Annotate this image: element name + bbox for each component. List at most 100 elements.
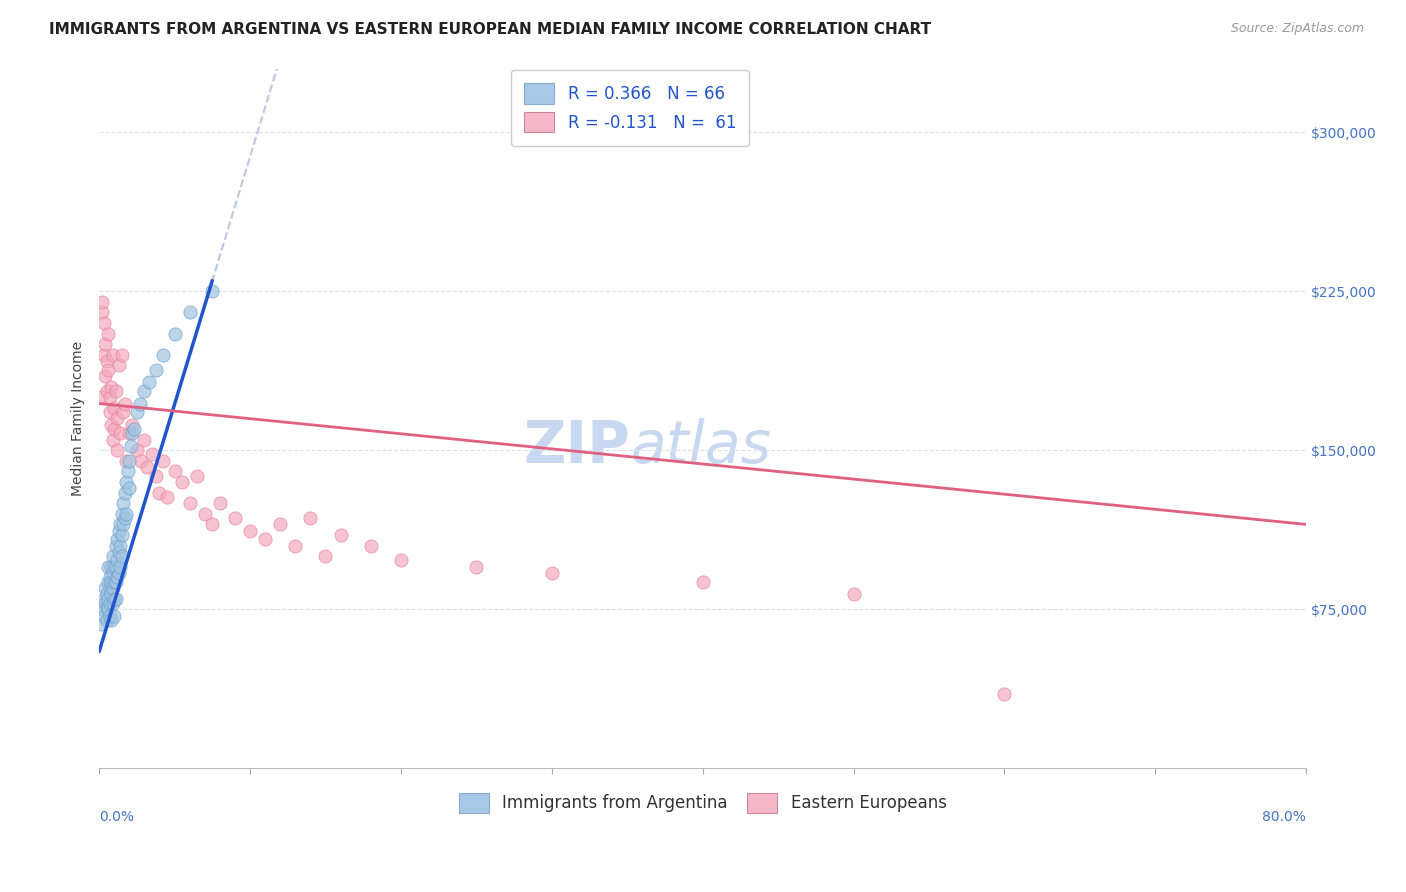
Point bbox=[114, 511, 136, 525]
Point bbox=[105, 533, 128, 547]
Point bbox=[121, 417, 143, 432]
Point bbox=[254, 533, 277, 547]
Point bbox=[104, 574, 127, 589]
Point bbox=[93, 591, 115, 606]
Point bbox=[118, 481, 141, 495]
Point bbox=[91, 294, 114, 309]
Point bbox=[148, 485, 170, 500]
Point bbox=[122, 422, 145, 436]
Point bbox=[94, 596, 117, 610]
Point bbox=[111, 549, 134, 564]
Point bbox=[110, 559, 132, 574]
Point bbox=[105, 553, 128, 567]
Point bbox=[111, 348, 134, 362]
Point bbox=[110, 517, 132, 532]
Point bbox=[152, 454, 174, 468]
Point bbox=[101, 581, 124, 595]
Point bbox=[111, 528, 134, 542]
Point bbox=[97, 362, 120, 376]
Point bbox=[103, 401, 125, 415]
Point bbox=[103, 591, 125, 606]
Point bbox=[98, 581, 121, 595]
Point bbox=[103, 422, 125, 436]
Point bbox=[101, 348, 124, 362]
Point bbox=[100, 379, 122, 393]
Point bbox=[104, 591, 127, 606]
Point bbox=[101, 566, 124, 581]
Point bbox=[172, 475, 194, 489]
Point bbox=[107, 359, 129, 373]
Point bbox=[114, 485, 136, 500]
Point bbox=[128, 396, 150, 410]
Point bbox=[98, 390, 121, 404]
Point bbox=[152, 348, 174, 362]
Point bbox=[101, 433, 124, 447]
Point bbox=[329, 528, 352, 542]
Point bbox=[121, 426, 143, 441]
Point bbox=[118, 426, 141, 441]
Point bbox=[107, 545, 129, 559]
Point bbox=[107, 566, 129, 581]
Point bbox=[101, 549, 124, 564]
Point bbox=[97, 591, 120, 606]
Text: IMMIGRANTS FROM ARGENTINA VS EASTERN EUROPEAN MEDIAN FAMILY INCOME CORRELATION C: IMMIGRANTS FROM ARGENTINA VS EASTERN EUR… bbox=[49, 22, 931, 37]
Point bbox=[284, 539, 307, 553]
Point bbox=[134, 433, 156, 447]
Point bbox=[389, 553, 412, 567]
Point bbox=[94, 369, 117, 384]
Point bbox=[110, 426, 132, 441]
Point bbox=[96, 613, 118, 627]
Point bbox=[269, 517, 291, 532]
Point bbox=[97, 574, 120, 589]
Point bbox=[125, 443, 148, 458]
Point bbox=[105, 411, 128, 425]
Point bbox=[100, 587, 122, 601]
Point bbox=[105, 443, 128, 458]
Point bbox=[138, 376, 160, 390]
Point bbox=[98, 596, 121, 610]
Point bbox=[120, 439, 142, 453]
Point bbox=[112, 405, 135, 419]
Point bbox=[93, 348, 115, 362]
Point bbox=[98, 608, 121, 623]
Text: atlas: atlas bbox=[630, 417, 772, 475]
Point bbox=[540, 566, 562, 581]
Point bbox=[156, 490, 179, 504]
Point bbox=[101, 596, 124, 610]
Point bbox=[103, 559, 125, 574]
Point bbox=[117, 464, 139, 478]
Point bbox=[692, 574, 714, 589]
Point bbox=[208, 496, 231, 510]
Y-axis label: Median Family Income: Median Family Income bbox=[72, 341, 86, 496]
Point bbox=[98, 405, 121, 419]
Point bbox=[96, 600, 118, 615]
Point bbox=[145, 362, 167, 376]
Text: 80.0%: 80.0% bbox=[1263, 810, 1306, 824]
Point bbox=[112, 517, 135, 532]
Point bbox=[94, 581, 117, 595]
Point bbox=[90, 390, 112, 404]
Point bbox=[100, 574, 122, 589]
Point bbox=[299, 511, 322, 525]
Point bbox=[141, 447, 163, 461]
Point bbox=[103, 574, 125, 589]
Point bbox=[201, 284, 224, 298]
Text: Source: ZipAtlas.com: Source: ZipAtlas.com bbox=[1230, 22, 1364, 36]
Point bbox=[115, 475, 138, 489]
Point bbox=[100, 559, 122, 574]
Point bbox=[91, 305, 114, 319]
Point bbox=[115, 454, 138, 468]
Point bbox=[314, 549, 336, 564]
Point bbox=[104, 559, 127, 574]
Text: 0.0%: 0.0% bbox=[100, 810, 134, 824]
Point bbox=[179, 305, 201, 319]
Legend: Immigrants from Argentina, Eastern Europeans: Immigrants from Argentina, Eastern Europ… bbox=[449, 782, 956, 823]
Point bbox=[114, 396, 136, 410]
Point bbox=[91, 602, 114, 616]
Point bbox=[993, 687, 1015, 701]
Point bbox=[186, 468, 208, 483]
Point bbox=[115, 507, 138, 521]
Point bbox=[98, 570, 121, 584]
Point bbox=[111, 507, 134, 521]
Point bbox=[134, 384, 156, 398]
